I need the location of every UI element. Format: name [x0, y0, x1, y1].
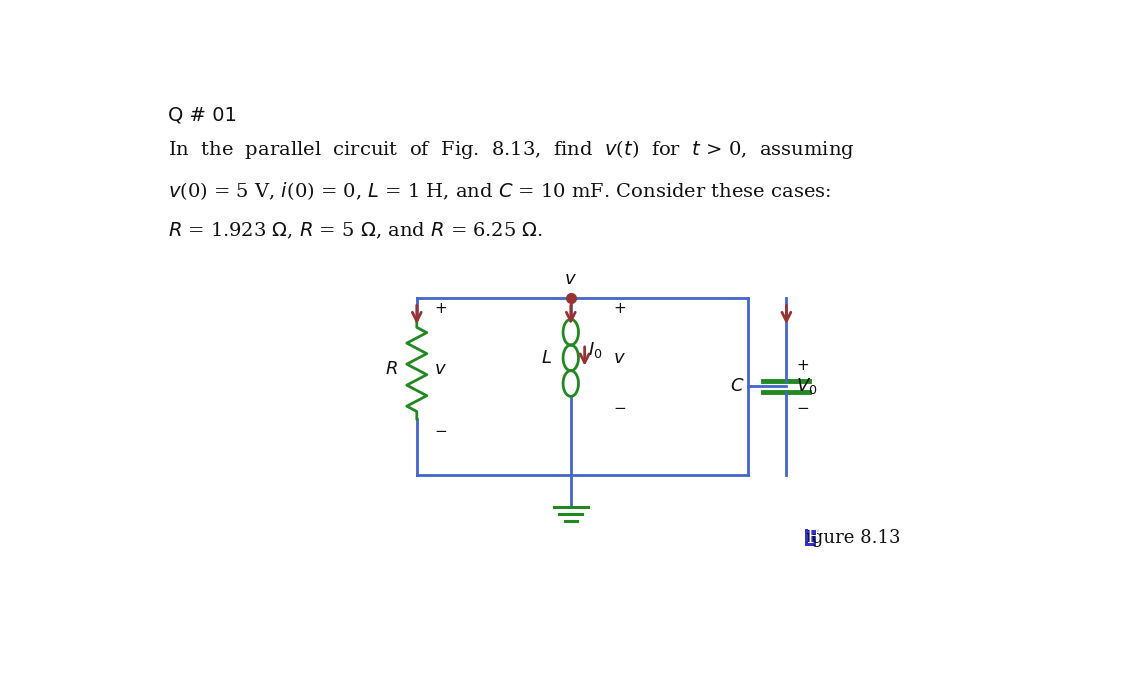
Text: $+$: $+$: [613, 301, 627, 316]
Text: F: F: [806, 529, 819, 547]
Text: $v$: $v$: [565, 270, 577, 288]
Text: $\mathit{v}$(0) = 5 V, $\mathit{i}$(0) = 0, $\mathit{L}$ = 1 H, and $\mathit{C}$: $\mathit{v}$(0) = 5 V, $\mathit{i}$(0) =…: [168, 180, 831, 202]
Text: $R$: $R$: [385, 360, 397, 378]
Text: F: F: [806, 529, 818, 547]
Text: $I_0$: $I_0$: [587, 340, 602, 360]
Text: $L$: $L$: [541, 349, 551, 367]
Text: igure 8.13: igure 8.13: [806, 529, 900, 547]
Text: $V_0$: $V_0$: [795, 376, 817, 397]
FancyBboxPatch shape: [806, 529, 817, 546]
Text: $\mathit{R}$ = 1.923 $\Omega$, $\mathit{R}$ = 5 $\Omega$, and $\mathit{R}$ = 6.2: $\mathit{R}$ = 1.923 $\Omega$, $\mathit{…: [168, 221, 543, 241]
Text: $v$: $v$: [613, 349, 626, 367]
Text: $C$: $C$: [729, 377, 744, 395]
Text: $-$: $-$: [613, 400, 627, 414]
Text: $-$: $-$: [795, 400, 809, 414]
Text: Q # 01: Q # 01: [168, 105, 237, 124]
Text: $-$: $-$: [434, 423, 447, 437]
Text: $+$: $+$: [434, 301, 447, 316]
Text: $+$: $+$: [795, 358, 809, 373]
Text: $v$: $v$: [434, 360, 447, 378]
Text: In  the  parallel  circuit  of  Fig.  8.13,  find  $\mathit{v}$($\mathit{t}$)  f: In the parallel circuit of Fig. 8.13, fi…: [168, 138, 855, 162]
